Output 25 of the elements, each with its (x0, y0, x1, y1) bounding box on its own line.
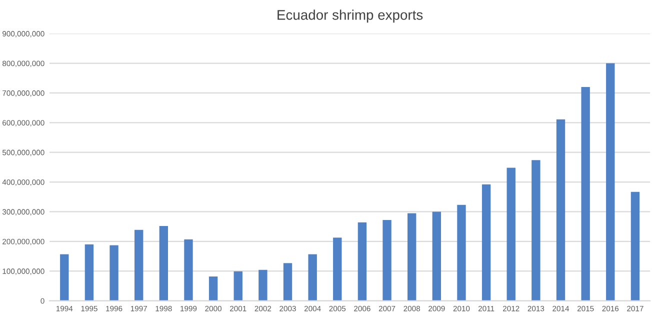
bar (556, 119, 566, 301)
bar (234, 271, 242, 301)
bar (532, 160, 540, 301)
bar (60, 254, 69, 301)
bar (308, 254, 317, 301)
bar (134, 230, 144, 301)
bar (283, 263, 292, 301)
bar (482, 184, 491, 301)
bar (408, 213, 416, 301)
bar (110, 245, 118, 301)
bar (208, 276, 218, 301)
bar (382, 220, 392, 301)
bar (333, 238, 342, 301)
bar (581, 87, 590, 301)
bar (159, 226, 168, 301)
bar (258, 270, 268, 301)
bar (432, 212, 442, 301)
bar (506, 168, 516, 301)
bar (184, 239, 193, 301)
chart-title: Ecuador shrimp exports (278, 10, 423, 23)
bar (630, 192, 640, 301)
bar (358, 222, 367, 301)
bar (606, 63, 615, 301)
bar (457, 204, 466, 301)
bar (84, 244, 94, 301)
